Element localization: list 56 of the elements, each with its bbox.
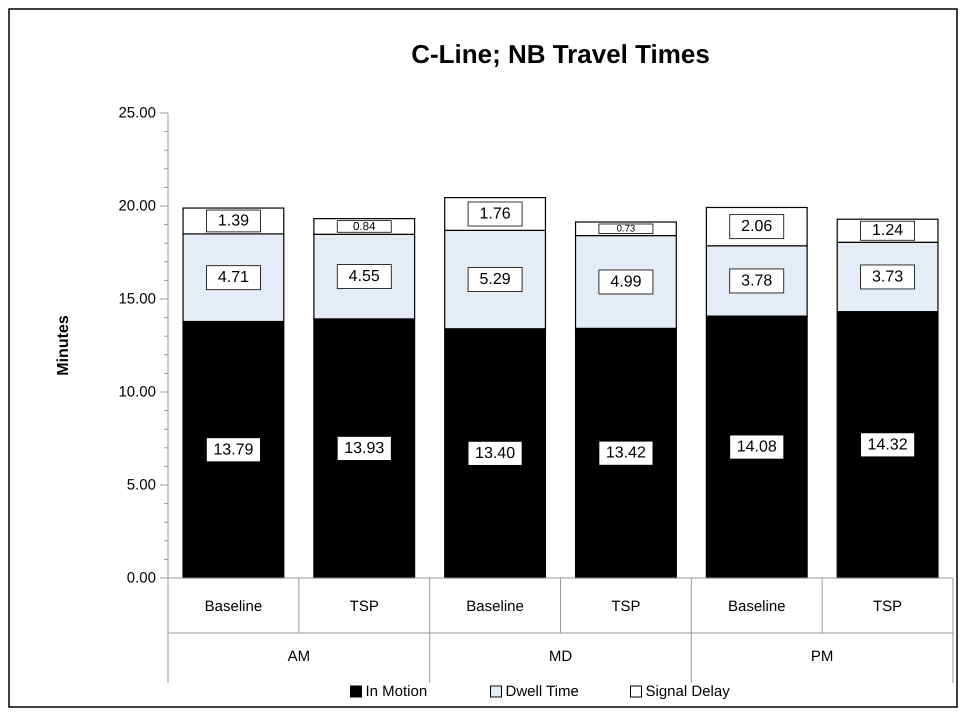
label-box: 1.76 <box>468 202 522 226</box>
data-label: 4.99 <box>610 273 642 290</box>
x-tick-label: Baseline <box>204 598 262 615</box>
data-label: 1.76 <box>480 206 511 222</box>
text: PM <box>810 648 834 665</box>
label-box: 1.39 <box>206 210 261 232</box>
chart-title: C-Line; NB Travel Times <box>411 39 710 69</box>
x-tick-label: TSP <box>872 598 902 615</box>
y-tick-label: 15.00 <box>118 290 156 308</box>
data-label: 1.24 <box>872 222 904 240</box>
data-label: 4.55 <box>348 268 380 286</box>
label-box: 13.40 <box>468 440 522 466</box>
data-label: 0.73 <box>616 223 636 234</box>
label-box: 4.71 <box>206 265 261 290</box>
y-tick-label: 5.00 <box>126 476 156 494</box>
y-axis-title: Minutes <box>55 315 72 376</box>
y-tick-label: 20.00 <box>118 198 156 214</box>
data-label: 14.08 <box>736 438 777 456</box>
data-label: 14.32 <box>868 436 908 454</box>
text: AM <box>288 648 310 665</box>
y-tick-label: 0.00 <box>126 570 156 586</box>
x-tick-label: TSP <box>611 598 641 615</box>
label-box: 13.42 <box>598 440 654 466</box>
data-label: 13.79 <box>213 441 254 458</box>
label-box: 3.73 <box>860 264 915 290</box>
text: MD <box>548 648 572 665</box>
data-label: 5.29 <box>480 271 511 288</box>
label-box: 14.08 <box>729 434 784 460</box>
data-label: 2.06 <box>741 218 772 236</box>
y-tick-label: 10.00 <box>118 384 156 400</box>
label-box: 13.93 <box>336 436 392 461</box>
data-label: 3.73 <box>872 268 904 286</box>
label-box: 13.79 <box>206 437 261 462</box>
data-label: 13.40 <box>475 444 516 462</box>
legend-label: In Motion <box>366 683 428 700</box>
y-tick-label: 25.00 <box>118 104 156 122</box>
data-label: 0.84 <box>352 220 376 233</box>
x-tick-label: Baseline <box>466 598 524 615</box>
label-box: 14.32 <box>860 432 915 458</box>
label-box: 2.06 <box>729 214 784 240</box>
label-box: 1.24 <box>860 220 915 241</box>
legend-label: Signal Delay <box>646 683 730 700</box>
legend-label: Dwell Time <box>506 683 579 700</box>
x-tick-label: Baseline <box>728 598 786 615</box>
data-label: 4.71 <box>218 269 250 286</box>
label-box: 5.29 <box>468 267 522 292</box>
label-box: 0.73 <box>598 223 654 234</box>
data-label: 1.39 <box>218 212 250 230</box>
x-tick-label: TSP <box>350 598 379 615</box>
label-box: 4.55 <box>336 264 392 289</box>
label-box: 4.99 <box>598 270 654 294</box>
data-label: 13.93 <box>344 440 384 457</box>
label-box: 0.84 <box>336 220 392 233</box>
label-box: 3.78 <box>729 268 784 294</box>
data-label: 3.78 <box>741 272 772 290</box>
data-label: 13.42 <box>606 444 646 462</box>
